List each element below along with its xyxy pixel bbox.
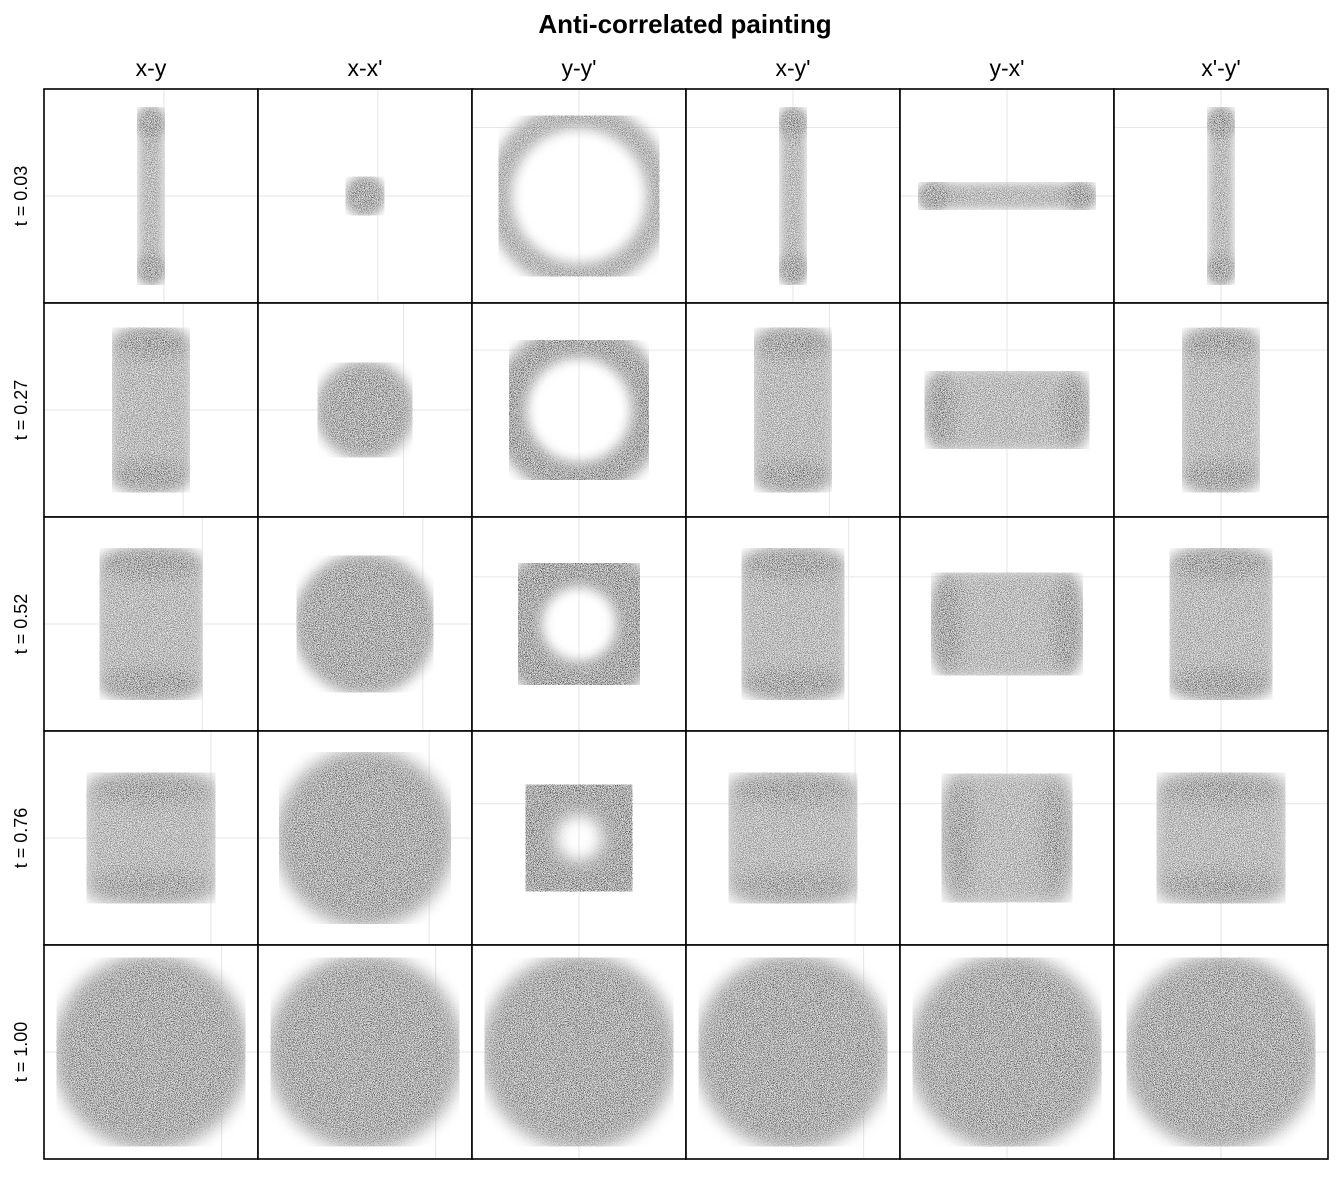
chart-title: Anti-correlated painting — [538, 9, 831, 39]
density-disk — [1127, 958, 1315, 1146]
scatter-panel — [258, 303, 472, 517]
scatter-panel — [44, 517, 258, 731]
density-disk — [485, 958, 673, 1146]
row-label: t = 1.00 — [11, 1022, 31, 1083]
column-label: x-y' — [775, 55, 810, 81]
density-dumbbell-vertical — [112, 328, 189, 493]
density-dumbbell-horizontal — [931, 573, 1083, 676]
scatter-panel — [686, 731, 900, 945]
column-label: x-x' — [347, 55, 382, 81]
density-dumbbell-vertical — [754, 328, 831, 493]
panel-grid — [44, 89, 1328, 1159]
scatter-panel — [1114, 945, 1328, 1159]
scatter-panel — [1114, 89, 1328, 303]
scatter-panel — [472, 945, 686, 1159]
density-dumbbell-vertical — [1182, 328, 1259, 493]
density-disk — [279, 752, 450, 923]
scatter-panel — [472, 89, 686, 303]
column-label: x-y — [136, 55, 167, 81]
density-disk — [699, 958, 887, 1146]
density-dumbbell-vertical — [729, 773, 857, 903]
column-label: x'-y' — [1201, 55, 1240, 81]
density-disk — [318, 363, 412, 457]
density-disk — [57, 958, 245, 1146]
row-labels: t = 0.03 t = 0.27 t = 0.52 t = 0.76 t = 1.00 — [11, 166, 31, 1083]
row-label: t = 0.52 — [11, 594, 31, 655]
row-label: t = 0.76 — [11, 808, 31, 869]
density-dumbbell-vertical — [137, 107, 165, 285]
density-dumbbell-horizontal — [942, 774, 1072, 902]
density-dumbbell-vertical — [100, 548, 203, 700]
scatter-panel — [686, 517, 900, 731]
scatter-panel — [1114, 731, 1328, 945]
density-dumbbell-vertical — [87, 773, 215, 903]
scatter-panel — [900, 517, 1114, 731]
row-label: t = 0.03 — [11, 166, 31, 227]
scatter-panel — [472, 517, 686, 731]
density-dumbbell-vertical — [1157, 773, 1285, 903]
scatter-panel — [258, 517, 472, 731]
density-dumbbell-vertical — [779, 107, 807, 285]
scatter-panel — [44, 89, 258, 303]
scatter-panel — [1114, 517, 1328, 731]
row-label: t = 0.27 — [11, 380, 31, 441]
density-disk — [271, 958, 459, 1146]
scatter-panel — [900, 945, 1114, 1159]
scatter-panel — [44, 303, 258, 517]
scatter-panel — [686, 89, 900, 303]
scatter-panel — [44, 731, 258, 945]
column-label: y-x' — [989, 55, 1024, 81]
density-dumbbell-vertical — [742, 548, 845, 700]
scatter-panel — [900, 89, 1114, 303]
density-dumbbell-horizontal — [925, 371, 1090, 448]
scatter-panel — [472, 303, 686, 517]
scatter-panel — [258, 945, 472, 1159]
scatter-panel — [472, 731, 686, 945]
scatter-panel — [1114, 303, 1328, 517]
scatter-panel — [686, 303, 900, 517]
density-dumbbell-horizontal — [918, 182, 1096, 210]
scatter-panel — [686, 945, 900, 1159]
scatter-panel — [258, 731, 472, 945]
density-disk — [346, 177, 385, 216]
scatter-panel — [258, 89, 472, 303]
density-dumbbell-vertical — [1170, 548, 1273, 700]
scatter-panel — [44, 945, 258, 1159]
scatter-panel — [900, 731, 1114, 945]
scatter-panel — [900, 303, 1114, 517]
density-dumbbell-vertical — [1207, 107, 1235, 285]
column-label: y-y' — [561, 55, 596, 81]
column-labels: x-y x-x' y-y' x-y' y-x' x'-y' — [136, 55, 1241, 81]
density-disk — [297, 556, 434, 693]
density-disk — [913, 958, 1101, 1146]
